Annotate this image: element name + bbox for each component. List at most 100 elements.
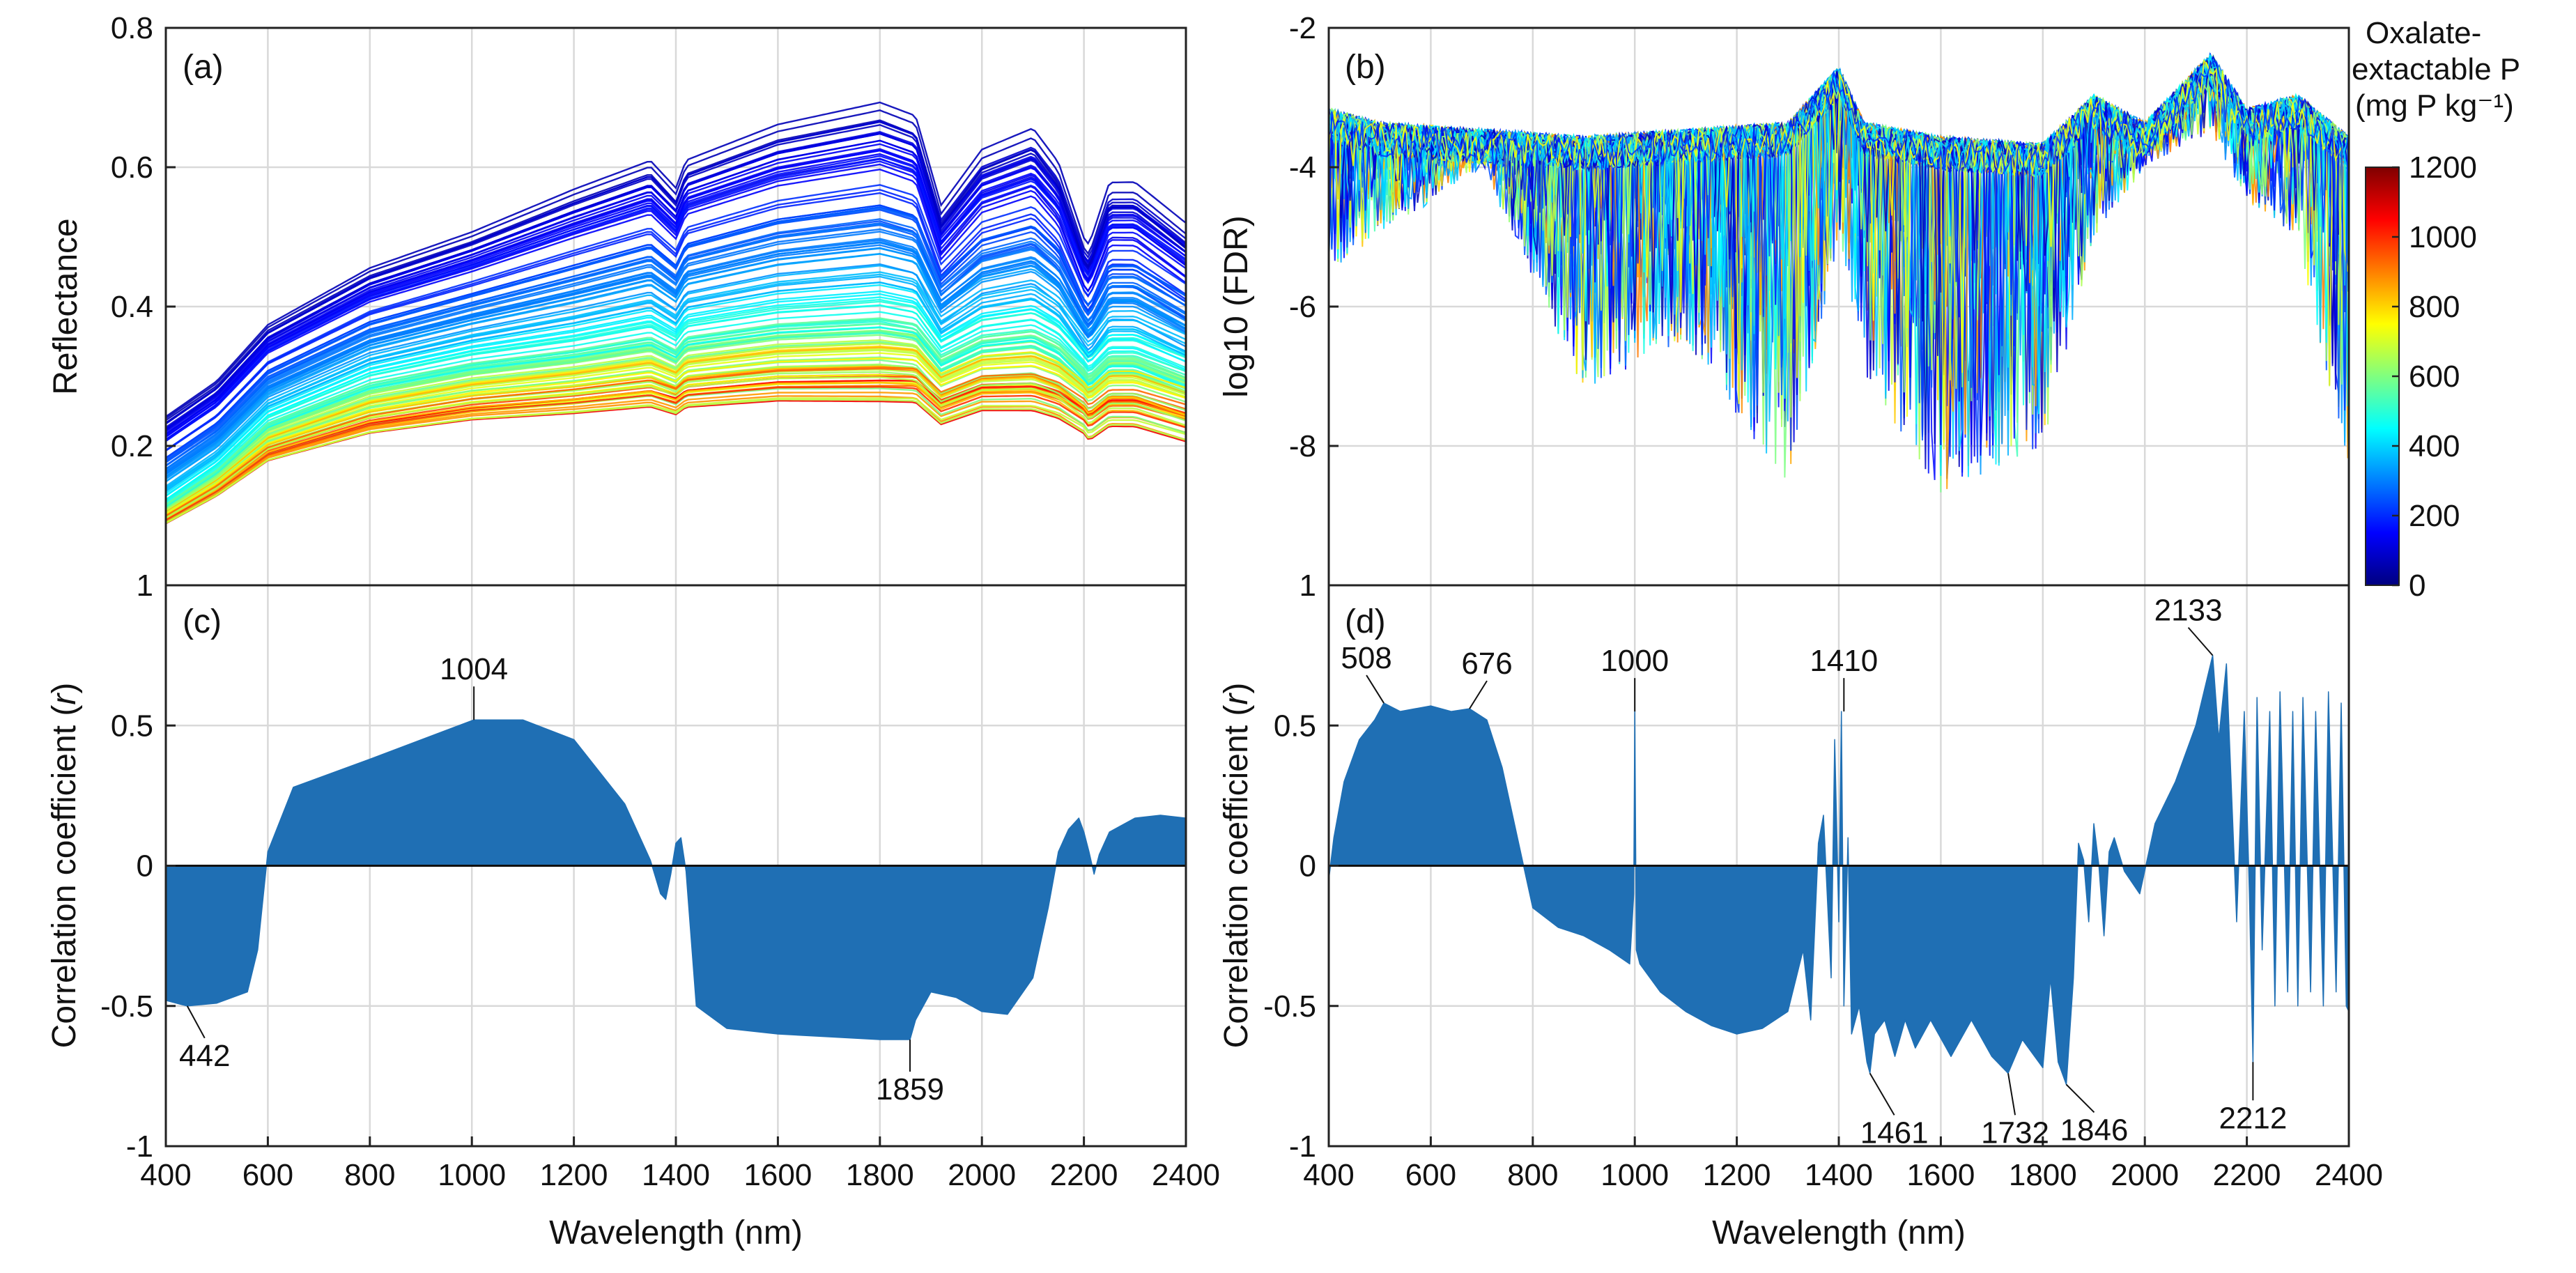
spectrum-line [166,101,1186,417]
annotation-leader [2065,1083,2095,1113]
annotation-leader [2007,1073,2016,1116]
panel-d-label: (d) [1345,603,1386,640]
spectrum-line [166,342,1186,511]
spectrum-line [166,158,1186,442]
spectrum-line [166,132,1186,431]
panel-d-x-ticks: 400 600 800 1000 1200 1400 1600 1800 2000 2200 240… [1303,1136,2383,1192]
annotation-label: 508 [1341,641,1391,675]
spectrum-line [166,155,1186,440]
spectrum-line [166,300,1186,502]
colorbar-title-line1: Oxalate- [2366,16,2481,50]
spectrum-line [166,247,1186,479]
correlation-area [166,719,1186,1040]
annotation-label: 1000 [1601,644,1669,678]
spectrum-line [166,109,1186,419]
x-tick-label: 1400 [642,1158,710,1192]
y-tick-label: 0 [1299,849,1316,884]
annotation-label: 2212 [2219,1101,2287,1135]
spectrum-line [166,392,1186,523]
spectrum-line [166,311,1186,504]
annotation-label: 1410 [1810,644,1878,678]
panel-d-y-ticks: -1 -0.5 0 0.5 1 [1263,569,1339,1164]
colorbar-title-line3: (mg P kg⁻¹) [2355,88,2514,123]
spectrum-line [166,189,1186,452]
y-tick-label: 0.4 [111,290,153,324]
colorbar-tick-label: 0 [2409,569,2425,603]
annotation-label: 442 [179,1039,230,1073]
panel-b-spectra [1329,52,2349,493]
y-tick-label: -1 [1289,1129,1316,1164]
panel-c-y-axis-label-close: ) [46,683,83,694]
panel-b-fdr: -8 -6 -4 -2 (b) log10 (FDR) [1218,11,2350,587]
colorbar-tick-label: 1200 [2409,151,2477,185]
panel-b-y-ticks: -8 -6 -4 -2 [1289,11,1339,463]
spectrum-line [166,317,1186,505]
spectrum-line [166,349,1186,513]
panel-d-annotations: 508 676 1000 1410 1461 1732 1846 2133 2212 [1341,594,2287,1150]
x-tick-label: 1800 [846,1158,914,1192]
spectrum-line [166,352,1186,514]
correlation-area [1329,654,2349,1086]
colorbar-tick-label: 800 [2409,290,2460,324]
x-tick-label: 400 [1303,1158,1354,1192]
spectrum-line [166,271,1186,490]
x-tick-label: 1600 [1906,1158,1975,1192]
spectrum-line [166,376,1186,519]
spectrum-line [166,346,1186,512]
spectrum-line [166,139,1186,433]
panel-c-label: (c) [183,603,222,640]
x-tick-label: 800 [1507,1158,1558,1192]
colorbar-tick-label: 200 [2409,499,2460,533]
spectrum-line [166,263,1186,483]
spectrum-line [166,223,1186,470]
annotation-leader [1869,1072,1895,1116]
fdr-line [1329,59,2349,443]
panel-c-correlation: -1 -0.5 0 0.5 1 400 600 800 1000 1200 1400 1600 180… [46,569,1220,1251]
spectrum-line [166,168,1186,442]
annotation-label: 1732 [1981,1116,2049,1150]
fdr-line [1329,60,2349,444]
spectrum-line [166,192,1186,452]
panel-c-y-ticks: -1 -0.5 0 0.5 1 [100,569,176,1164]
y-tick-label: -1 [126,1129,153,1164]
spectrum-line [166,121,1186,425]
spectrum-line [166,381,1186,520]
annotation-leader [1469,680,1488,709]
y-tick-label: 0.2 [111,429,153,463]
colorbar-tick-label: 400 [2409,429,2460,463]
panel-c-y-axis-label: Correlation coefficient (r) [46,683,83,1049]
spectrum-line [166,367,1186,517]
spectrum-line [166,323,1186,507]
panel-c-annotations: 442 1004 1859 [179,652,944,1106]
spectrum-line [166,379,1186,520]
x-tick-label: 2400 [2315,1158,2383,1192]
y-tick-label: -8 [1289,429,1316,463]
y-tick-label: 0.6 [111,151,153,185]
y-tick-label: 0.5 [111,709,153,743]
spectrum-line [166,357,1186,515]
annotation-label: 1004 [440,652,508,686]
y-tick-label: 1 [1299,569,1316,603]
panel-d-x-axis-label: Wavelength (nm) [1712,1214,1966,1251]
x-tick-label: 2000 [2111,1158,2179,1192]
x-tick-label: 1000 [438,1158,506,1192]
panel-b-label: (b) [1345,49,1386,86]
spectrum-line [166,218,1186,466]
annotation-label: 1846 [2060,1113,2129,1147]
colorbar-tick-label: 600 [2409,360,2460,394]
panel-a-spectra [166,101,1186,525]
panel-a-reflectance: 0.2 0.4 0.6 0.8 (a) Reflectance [47,11,1187,587]
annotation-label: 1859 [876,1072,944,1106]
spectrum-line [166,253,1186,483]
panel-d-y-axis-label-r: r [1218,693,1255,705]
panel-a-label: (a) [183,49,224,86]
spectrum-line [166,395,1186,523]
panel-b-y-axis-label: log10 (FDR) [1218,215,1255,397]
x-tick-label: 800 [344,1158,395,1192]
panel-c-x-ticks: 400 600 800 1000 1200 1400 1600 1800 2000 2200 240… [140,1136,1220,1192]
panel-d-y-axis-label-main: Correlation coefficient ( [1218,705,1255,1049]
spectrum-line [166,238,1186,475]
x-tick-label: 1200 [1703,1158,1771,1192]
x-tick-label: 2400 [1152,1158,1220,1192]
